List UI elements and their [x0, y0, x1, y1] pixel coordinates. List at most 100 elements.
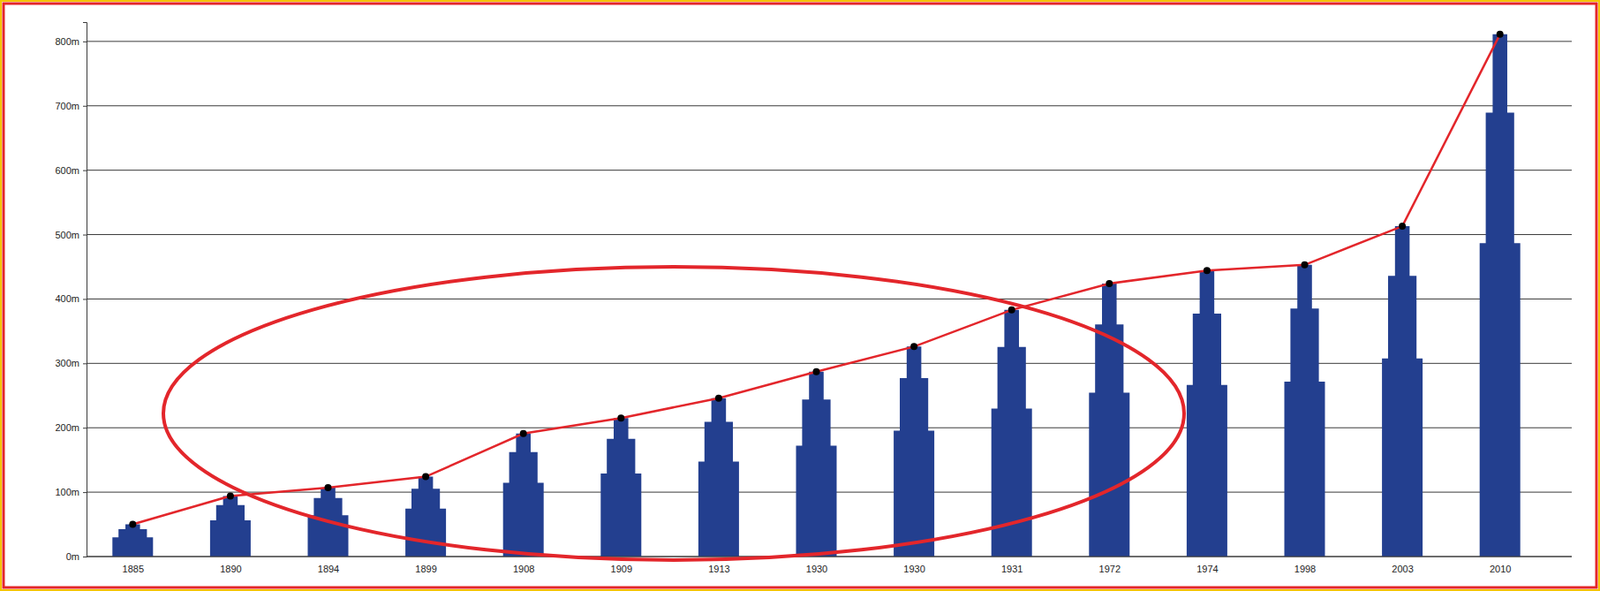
- marker: [910, 342, 918, 350]
- y-tick: 600m: [54, 165, 87, 176]
- x-tick-label: 1913: [708, 563, 730, 574]
- y-tick-mark: [83, 234, 87, 236]
- marker: [617, 414, 625, 422]
- y-tick: 500m: [54, 229, 87, 241]
- x-tick: 1930: [903, 556, 925, 574]
- y-tick-label: 0m: [66, 550, 80, 562]
- bar: [698, 398, 740, 557]
- x-tick-label: 2003: [1391, 563, 1413, 574]
- x-tick-label: 2010: [1489, 563, 1511, 574]
- y-tick-mark: [83, 362, 87, 364]
- x-axis: 1885 1890 1894 1899 1908 1909 1913 1930 1930 1931…: [86, 556, 1572, 574]
- y-tick-mark: [83, 170, 87, 172]
- x-tick-label: 1998: [1294, 563, 1316, 574]
- marker: [1203, 266, 1211, 274]
- grid-line: [86, 556, 1572, 558]
- y-tick: 800m: [54, 36, 87, 47]
- y-tick: 200m: [54, 422, 87, 433]
- y-tick: 300m: [54, 357, 87, 369]
- line: [132, 34, 1500, 525]
- x-tick: 1894: [317, 556, 340, 574]
- x-tick-label: 1890: [219, 563, 242, 574]
- y-tick-label: 400m: [54, 293, 80, 304]
- x-tick-label: 1972: [1099, 563, 1121, 574]
- frame-outer: [0, 0, 1600, 590]
- bar: [210, 495, 251, 557]
- y-tick-mark: [83, 491, 87, 493]
- y-axis: 0m 100m 200m 300m 400m 500m 600m 700m 800m: [54, 22, 87, 563]
- marker: [1105, 279, 1113, 287]
- grid-line: [86, 40, 1572, 42]
- y-tick-label: 200m: [54, 422, 80, 433]
- grid-line: [86, 105, 1572, 106]
- y-tick: 100m: [54, 486, 87, 498]
- grid-line: [86, 362, 1572, 364]
- bar: [1088, 283, 1130, 557]
- y-tick: 700m: [54, 100, 87, 112]
- marker: [1496, 30, 1504, 38]
- grid: [86, 41, 1572, 557]
- y-tick: 400m: [54, 293, 87, 304]
- marker: [813, 368, 821, 376]
- x-tick: 1974: [1196, 556, 1218, 574]
- x-tick-label: 1930: [903, 563, 925, 574]
- x-tick: 2010: [1489, 556, 1511, 574]
- x-tick: 1972: [1099, 556, 1121, 574]
- bar: [1284, 264, 1326, 557]
- y-tick-label: 300m: [54, 357, 80, 369]
- x-tick: 1998: [1294, 556, 1316, 574]
- plot-area: [112, 30, 1520, 557]
- y-tick-label: 100m: [54, 486, 80, 498]
- marker: [226, 491, 234, 499]
- x-tick: 1931: [1001, 556, 1023, 574]
- bar: [600, 417, 642, 557]
- bar: [1186, 270, 1228, 557]
- x-tick: 1890: [219, 556, 242, 574]
- x-tick: 2003: [1391, 556, 1413, 574]
- marker: [1301, 261, 1309, 269]
- frame-inner: [3, 3, 1597, 588]
- y-tick-mark: [83, 105, 87, 107]
- grid-line: [86, 298, 1572, 300]
- bar: [1381, 226, 1423, 557]
- bar: [796, 371, 838, 557]
- y-tick-mark: [83, 427, 87, 429]
- x-tick: 1885: [122, 556, 144, 574]
- bar: [893, 346, 935, 557]
- marker: [128, 520, 136, 529]
- x-tick-label: 1885: [122, 563, 144, 574]
- x-tick: 1899: [415, 556, 437, 574]
- bar: [112, 524, 153, 557]
- grid-line: [86, 169, 1572, 171]
- bar: [503, 433, 544, 557]
- marker: [1398, 222, 1406, 230]
- y-tick: 0m: [66, 550, 87, 562]
- y-tick-label: 800m: [54, 36, 80, 47]
- y-tick-mark: [83, 298, 87, 300]
- marker: [1008, 306, 1016, 314]
- x-tick-label: 1931: [1001, 563, 1023, 574]
- x-axis-line: [86, 556, 1572, 558]
- y-tick-mark: [83, 41, 87, 43]
- grid-line: [86, 233, 1572, 235]
- x-tick-label: 1894: [317, 563, 340, 574]
- y-tick-label: 500m: [54, 229, 80, 241]
- x-tick-label: 1930: [806, 563, 828, 574]
- y-tick-label: 600m: [54, 165, 80, 176]
- marker: [422, 473, 430, 481]
- x-tick-label: 1909: [611, 563, 633, 574]
- x-tick-label: 1908: [513, 563, 535, 574]
- y-axis-line: [83, 22, 88, 558]
- x-tick-label: 1974: [1196, 563, 1218, 574]
- marker: [324, 483, 333, 491]
- x-tick: 1930: [806, 556, 828, 574]
- bar: [1479, 34, 1521, 557]
- y-tick-label: 700m: [54, 100, 80, 112]
- highlight-ellipse: [163, 266, 1185, 560]
- x-tick-label: 1899: [415, 563, 437, 574]
- chart: 0m100m200m300m400m500m600m700m800m188518…: [0, 0, 1600, 591]
- marker: [520, 430, 528, 438]
- marker: [715, 394, 723, 402]
- y-tick-mark: [83, 556, 87, 558]
- x-tick: 1908: [513, 556, 535, 574]
